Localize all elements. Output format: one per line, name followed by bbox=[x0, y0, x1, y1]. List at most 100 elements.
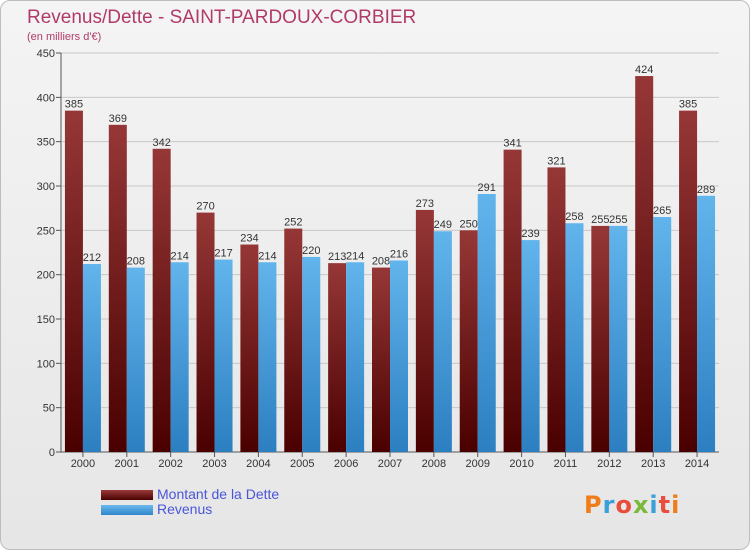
y-tick-label: 250 bbox=[37, 225, 55, 237]
bar-debt bbox=[635, 76, 654, 452]
data-label-revenue: 239 bbox=[521, 228, 539, 240]
x-tick-label: 2008 bbox=[422, 458, 446, 470]
bar-debt bbox=[415, 209, 434, 452]
y-tick-label: 200 bbox=[37, 270, 55, 282]
x-tick-label: 2002 bbox=[158, 458, 182, 470]
data-label-revenue: 289 bbox=[697, 184, 715, 196]
axis-layer: 0 50 100 150 200 250 300 350 400 450 2000 2001 2002 2… bbox=[37, 48, 719, 470]
data-label-revenue: 214 bbox=[346, 250, 364, 262]
data-label-debt: 369 bbox=[109, 113, 127, 125]
bar-revenue bbox=[653, 217, 672, 452]
data-label-debt: 341 bbox=[503, 138, 521, 150]
data-label-revenue: 255 bbox=[609, 214, 627, 226]
bar-revenue bbox=[390, 260, 408, 452]
bar-debt bbox=[64, 110, 83, 452]
bar-revenue bbox=[565, 223, 584, 452]
bar-revenue bbox=[346, 262, 365, 452]
data-label-revenue: 217 bbox=[214, 248, 232, 260]
bar-debt bbox=[679, 110, 698, 452]
bar-revenue bbox=[302, 256, 321, 452]
data-label-revenue: 265 bbox=[653, 205, 671, 217]
y-tick-label: 150 bbox=[37, 314, 55, 326]
data-label-revenue: 208 bbox=[127, 256, 145, 268]
bar-revenue bbox=[214, 259, 233, 452]
data-label-debt: 250 bbox=[460, 218, 478, 230]
data-label-revenue: 214 bbox=[170, 250, 188, 262]
logo-letter: P bbox=[584, 491, 603, 519]
bar-revenue bbox=[258, 262, 277, 452]
bar-revenue bbox=[521, 240, 540, 452]
y-tick-label: 400 bbox=[37, 92, 55, 104]
logo-letter: i bbox=[671, 491, 681, 519]
data-label-revenue: 258 bbox=[565, 211, 583, 223]
legend-label-debt: Montant de la Dette bbox=[157, 486, 280, 502]
bar-debt bbox=[547, 167, 566, 452]
chart-title: Revenus/Dette - SAINT-PARDOUX-CORBIER bbox=[27, 7, 417, 28]
data-label-debt: 270 bbox=[196, 201, 214, 213]
bar-debt bbox=[372, 267, 390, 452]
legend-label-revenue: Revenus bbox=[157, 501, 213, 517]
data-label-debt: 424 bbox=[635, 64, 653, 76]
logo-letter: o bbox=[615, 491, 633, 519]
x-tick-label: 2010 bbox=[509, 458, 533, 470]
data-label-debt: 255 bbox=[591, 214, 609, 226]
x-tick-label: 2001 bbox=[115, 458, 139, 470]
bar-revenue bbox=[697, 195, 716, 452]
x-tick-label: 2013 bbox=[641, 458, 665, 470]
data-label-debt: 208 bbox=[372, 256, 390, 268]
y-tick-label: 450 bbox=[37, 48, 55, 60]
bar-revenue bbox=[170, 262, 189, 452]
legend-swatch-debt bbox=[101, 490, 153, 500]
bar-debt bbox=[591, 225, 610, 452]
y-tick-label: 100 bbox=[37, 358, 55, 370]
data-label-revenue: 291 bbox=[478, 182, 496, 194]
bar-debt bbox=[108, 124, 127, 452]
bar-debt bbox=[196, 212, 215, 452]
x-tick-label: 2014 bbox=[685, 458, 709, 470]
bar-debt bbox=[328, 263, 347, 452]
bar-layer bbox=[64, 76, 716, 453]
logo-letter: i bbox=[649, 491, 659, 519]
logo-letter: x bbox=[632, 491, 650, 519]
bar-debt bbox=[503, 149, 522, 452]
data-label-debt: 385 bbox=[65, 99, 83, 111]
data-label-revenue: 220 bbox=[302, 245, 320, 257]
x-tick-label: 2000 bbox=[71, 458, 95, 470]
data-label-debt: 342 bbox=[152, 137, 170, 149]
bar-debt bbox=[152, 148, 171, 452]
chart-subtitle: (en milliers d'€) bbox=[27, 31, 102, 43]
y-tick-label: 50 bbox=[43, 403, 55, 415]
x-tick-label: 2004 bbox=[246, 458, 270, 470]
bar-debt bbox=[240, 244, 259, 452]
bar-debt bbox=[459, 230, 478, 452]
bar-revenue bbox=[433, 231, 452, 452]
x-tick-label: 2011 bbox=[554, 458, 578, 470]
bar-revenue bbox=[82, 264, 101, 452]
data-label-debt: 252 bbox=[284, 217, 302, 229]
y-tick-label: 350 bbox=[37, 137, 55, 149]
bar-revenue bbox=[477, 193, 496, 453]
data-label-revenue: 214 bbox=[258, 250, 276, 262]
x-tick-label: 2003 bbox=[202, 458, 226, 470]
data-label-debt: 213 bbox=[328, 251, 346, 263]
legend-swatch-revenue bbox=[101, 505, 153, 515]
y-tick-label: 300 bbox=[37, 181, 55, 193]
data-label-revenue: 212 bbox=[83, 252, 101, 264]
proxiti-logo: Proxiti bbox=[584, 491, 680, 519]
x-tick-label: 2009 bbox=[465, 458, 489, 470]
data-label-debt: 321 bbox=[547, 155, 565, 167]
y-tick-label: 0 bbox=[49, 447, 55, 459]
data-label-revenue: 249 bbox=[434, 219, 452, 231]
bar-revenue bbox=[126, 267, 145, 452]
logo-letter: t bbox=[658, 491, 672, 519]
data-label-revenue: 216 bbox=[390, 248, 408, 260]
data-label-debt: 273 bbox=[416, 198, 434, 210]
data-label-debt: 385 bbox=[679, 99, 697, 111]
bar-debt bbox=[284, 228, 303, 452]
x-tick-label: 2006 bbox=[334, 458, 358, 470]
data-label-debt: 234 bbox=[240, 233, 258, 245]
logo-letter: r bbox=[602, 491, 616, 519]
